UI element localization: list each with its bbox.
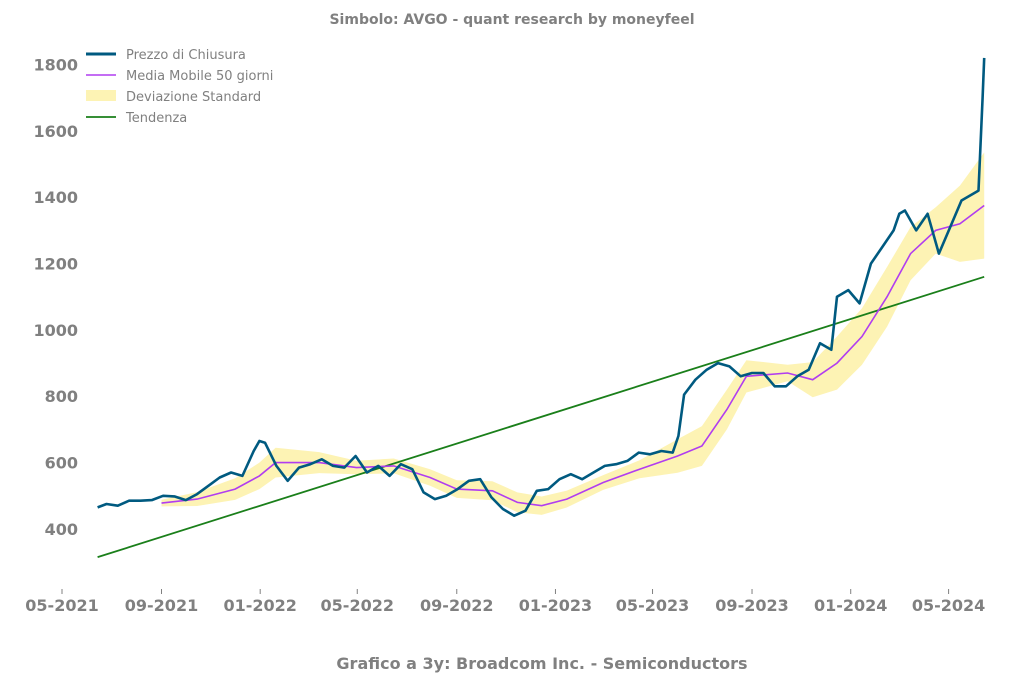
x-axis: 05-2021 09-2021 01-2022 05-2022 09-2022 01-20… [25, 589, 985, 615]
std-dev-band [161, 152, 985, 515]
x-tick-label: 05-2022 [321, 596, 394, 615]
y-tick-label: 1600 [33, 122, 78, 141]
chart-title: Simbolo: AVGO - quant research by moneyf… [329, 12, 695, 28]
y-tick-label: 600 [45, 454, 78, 473]
legend-swatch [86, 90, 116, 101]
legend-label: Prezzo di Chiusura [126, 48, 246, 63]
std-dev-band-layer [161, 152, 985, 515]
moving-average-line [161, 204, 985, 507]
moving-average-layer [161, 204, 985, 507]
trend-layer [97, 275, 985, 558]
x-tick-label: 09-2022 [420, 596, 493, 615]
x-tick-label: 05-2023 [616, 596, 689, 615]
y-tick-label: 1800 [33, 56, 78, 75]
legend-label: Deviazione Standard [126, 90, 261, 105]
legend: Prezzo di Chiusura Media Mobile 50 giorni… [86, 48, 273, 126]
x-tick-label: 05-2024 [912, 596, 985, 615]
y-tick-label: 400 [45, 520, 78, 539]
y-axis: 400 600 800 1000 1200 1400 1600 1800 [33, 56, 78, 539]
chart-footer: Grafico a 3y: Broadcom Inc. - Semiconduc… [336, 654, 748, 673]
x-tick-label: 05-2021 [25, 596, 98, 615]
price-layer [97, 57, 986, 518]
legend-label: Media Mobile 50 giorni [126, 69, 273, 84]
legend-label: Tendenza [125, 111, 187, 126]
x-tick-label: 09-2023 [715, 596, 788, 615]
y-tick-label: 1400 [33, 188, 78, 207]
y-tick-label: 1200 [33, 255, 78, 274]
x-tick-label: 09-2021 [125, 596, 198, 615]
y-tick-label: 800 [45, 387, 78, 406]
x-tick-label: 01-2023 [519, 596, 592, 615]
x-tick-label: 01-2024 [814, 596, 887, 615]
price-line [97, 57, 986, 518]
trend-line [97, 275, 985, 558]
y-tick-label: 1000 [33, 321, 78, 340]
x-tick-label: 01-2022 [223, 596, 296, 615]
